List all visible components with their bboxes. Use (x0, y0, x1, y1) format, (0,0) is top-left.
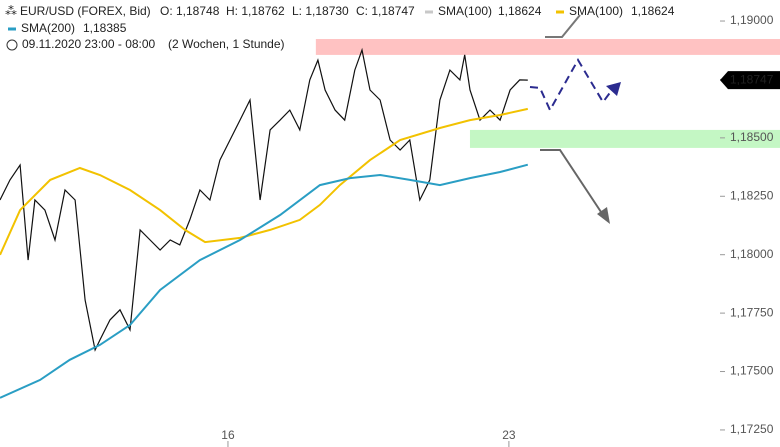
series-line (0, 47, 528, 352)
y-tick-label: 1,17750 (730, 305, 774, 319)
lines (0, 47, 529, 399)
y-tick-label: 1,17500 (730, 364, 774, 378)
ohlc: L: 1,18730 (292, 4, 349, 18)
annotations (529, 14, 621, 224)
zones (315, 39, 780, 148)
gray-arrow-down (540, 149, 606, 219)
y-tick-label: 1,18500 (730, 130, 774, 144)
range: (2 Wochen, 1 Stunde) (168, 37, 285, 51)
legend-name: SMA(200) (21, 21, 75, 35)
gray-arrowhead (597, 207, 610, 224)
series-line (0, 107, 529, 256)
clock-icon (6, 39, 18, 51)
gray-arrow-up (545, 14, 581, 38)
forecast-arrowhead (606, 82, 621, 96)
legend-name: SMA(100) (569, 4, 623, 18)
legend-value: 1,18385 (83, 21, 127, 35)
x-tick-label: 23 (502, 428, 516, 442)
x-tick-label: 16 (221, 428, 235, 442)
chart-icon: ⁂ (5, 4, 17, 18)
ohlc: H: 1,18762 (226, 4, 285, 18)
zone (469, 129, 780, 148)
y-tick-label: 1,19000 (730, 13, 774, 27)
series-line (0, 163, 529, 399)
zone (315, 39, 780, 55)
ohlc: C: 1,18747 (356, 4, 415, 18)
y-tick-label: 1,18000 (730, 247, 774, 261)
header: ⁂ EUR/USD (FOREX, Bid) O: 1,18748 H: 1,1… (5, 4, 675, 51)
legend-name: SMA(100) (438, 4, 492, 18)
price-tag-label: 1,18747 (730, 72, 774, 86)
y-tick-label: 1,17250 (730, 422, 774, 436)
y-tick-label: 1,18250 (730, 188, 774, 202)
ohlc: O: 1,18748 (160, 4, 220, 18)
title: EUR/USD (FOREX, Bid) (20, 4, 151, 18)
period: 09.11.2020 23:00 - 08:00 (22, 37, 156, 51)
legend-value: 1,18624 (498, 4, 542, 18)
price-tag (720, 71, 780, 90)
forecast-path (529, 58, 613, 113)
legend-value: 1,18624 (631, 4, 675, 18)
